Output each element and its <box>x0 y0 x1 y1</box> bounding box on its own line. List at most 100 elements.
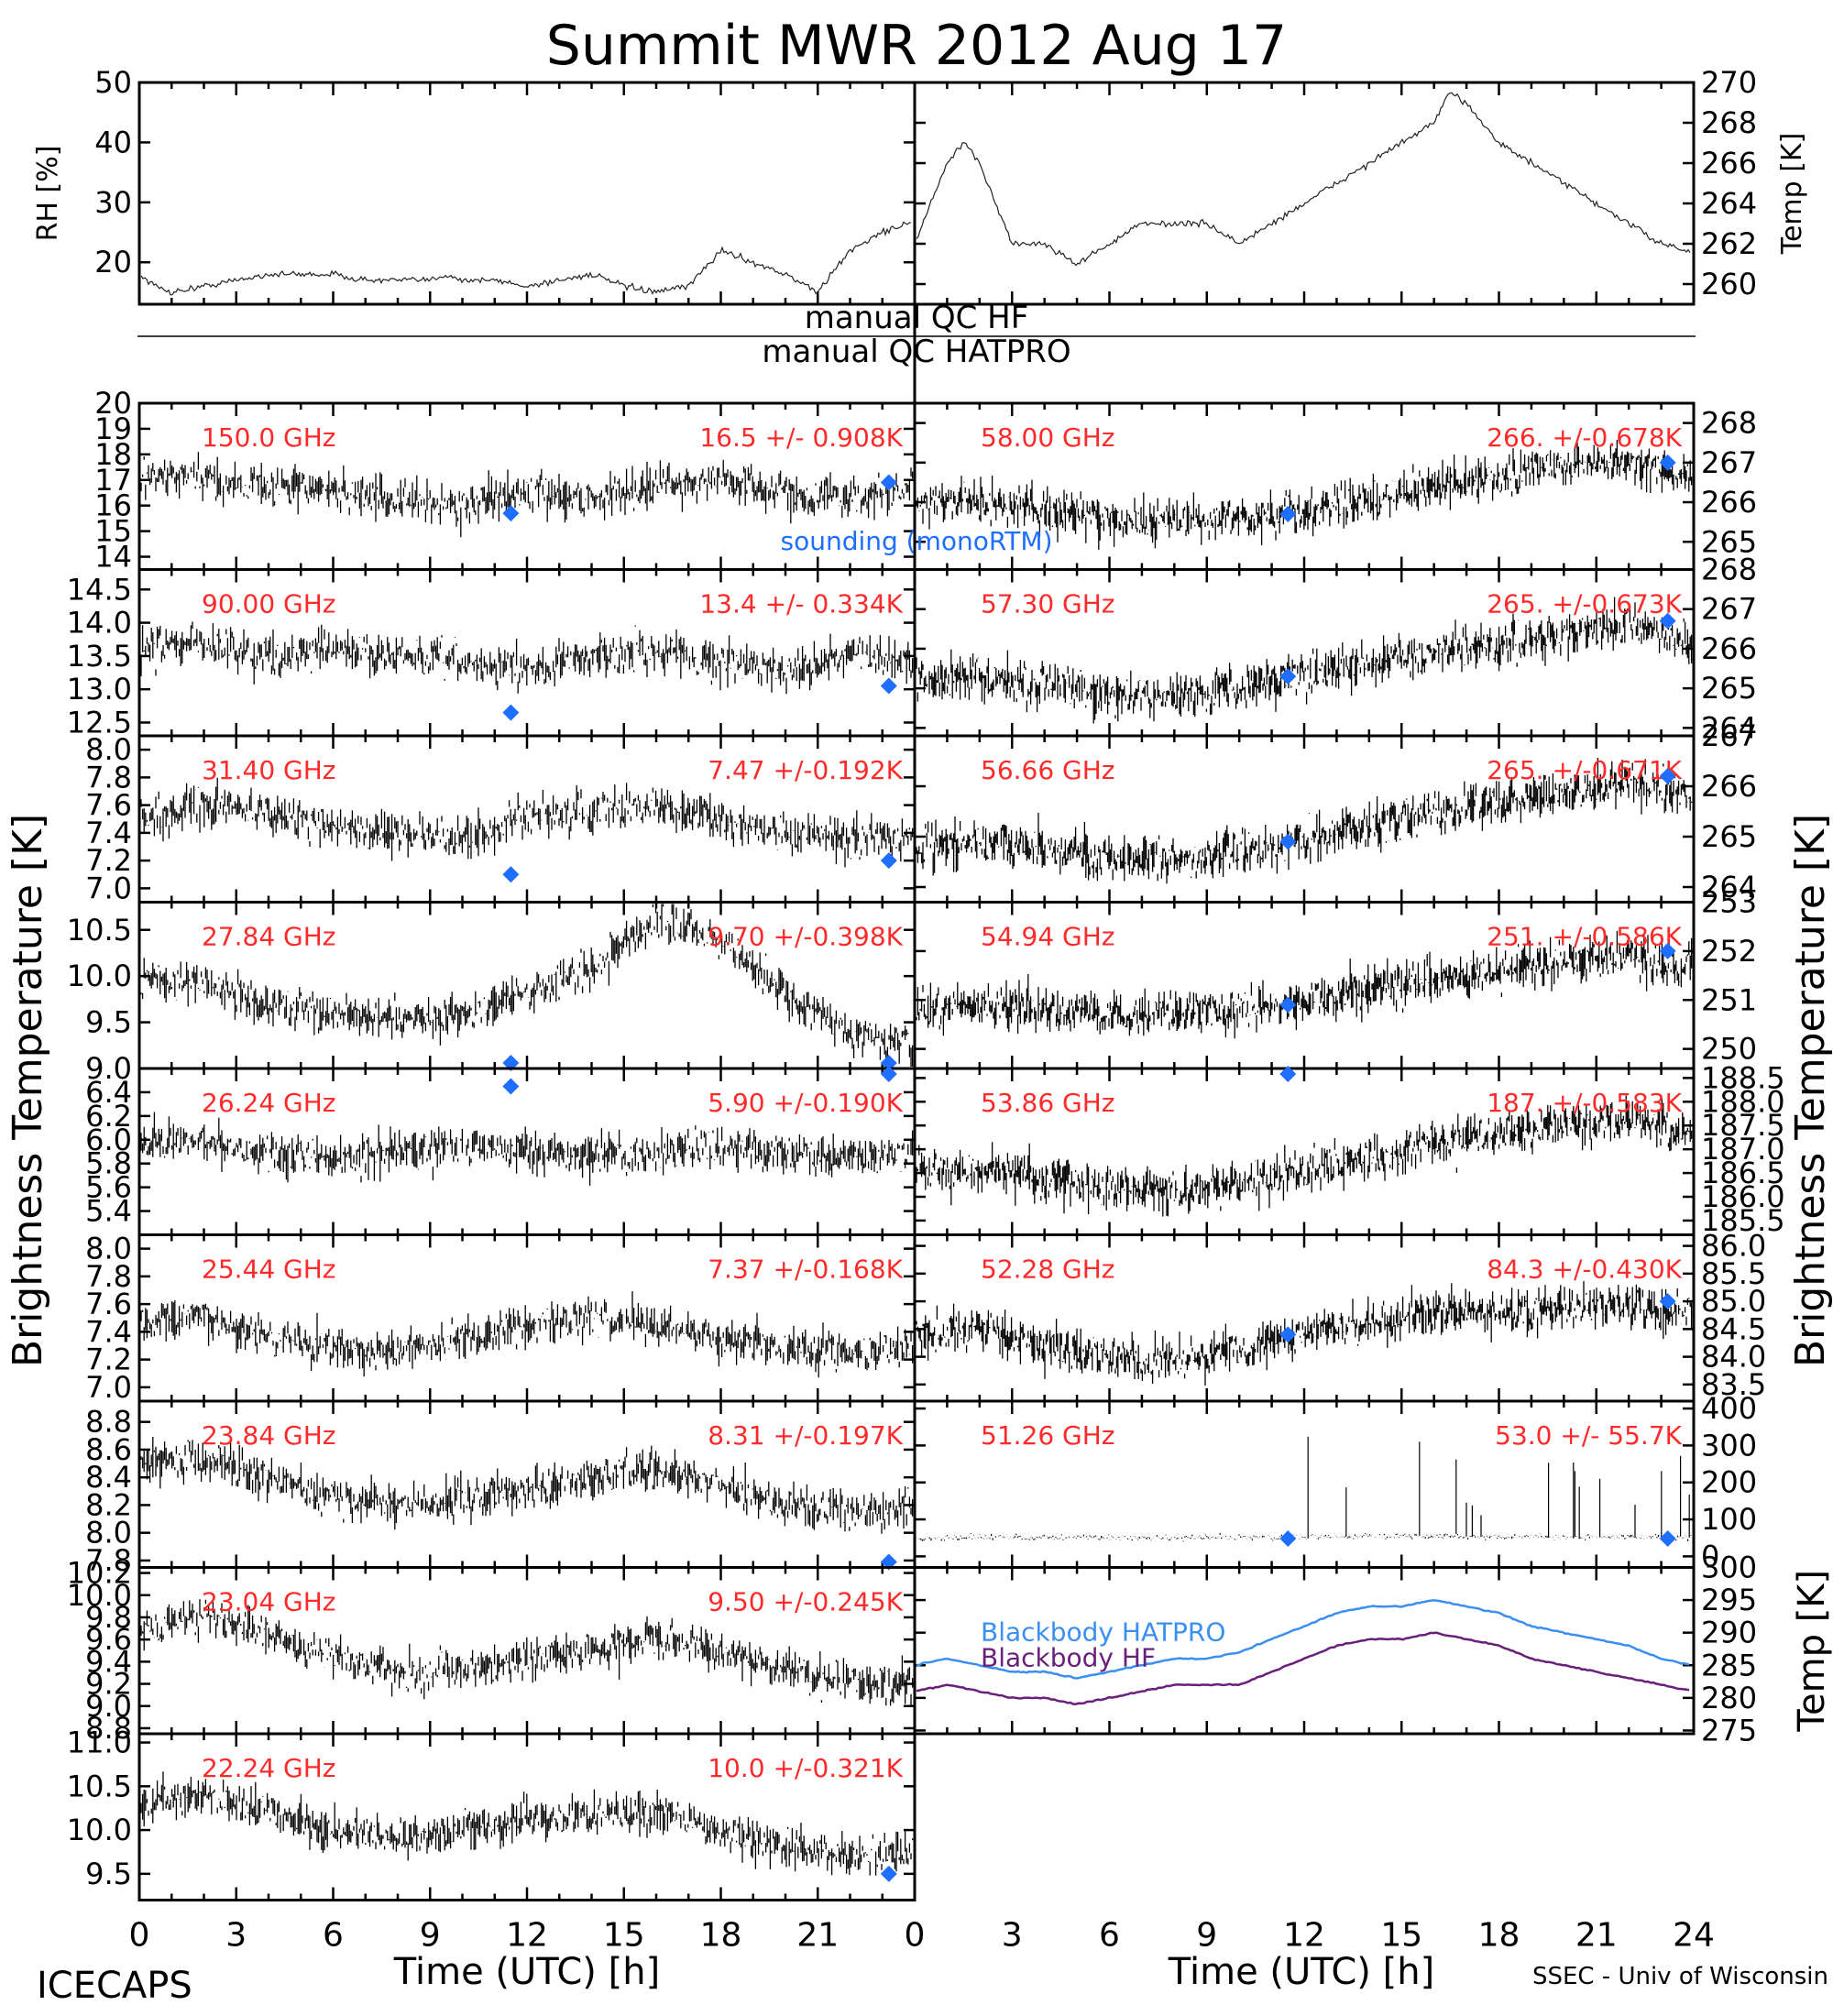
right-panel-3-ytick-label: 265 <box>1701 819 1757 854</box>
left-panel-9-ytick-label: 9.5 <box>85 1857 132 1891</box>
left-panel-8-ytick-label: 10.2 <box>67 1556 132 1591</box>
x-tick-label-left: 0 <box>129 1917 150 1955</box>
left-panel-2-ytick-label: 14.5 <box>67 572 132 607</box>
right-panel-1-trace <box>916 440 1693 550</box>
left-panel-3-ytick-label: 7.2 <box>85 843 132 878</box>
right-panel-1-sounding-marker <box>1279 506 1297 522</box>
left-panel-3-trace <box>140 777 914 868</box>
left-panel-8-ytick-label: 9.6 <box>85 1622 132 1657</box>
left-panel-3-sounding-marker <box>880 852 897 870</box>
right-panel-2-freq-label: 57.30 GHz <box>981 589 1115 619</box>
right-panel-4-ytick-label: 252 <box>1701 934 1757 969</box>
right-panel-7-trace <box>916 1436 1692 1542</box>
blackbody-ylabel: Temp [K] <box>1791 1570 1833 1733</box>
temp-ylabel: Temp [K] <box>1776 133 1808 256</box>
left-panel-7-ytick-label: 8.2 <box>85 1487 132 1522</box>
left-panel-8-ytick-label: 9.2 <box>85 1667 132 1702</box>
left-panel-2-sounding-marker <box>880 677 897 695</box>
right-panel-5-ytick-label: 188.0 <box>1701 1084 1785 1119</box>
right-panel-2-ytick-label: 267 <box>1701 592 1757 627</box>
left-panel-7-ytick-label: 8.4 <box>85 1460 132 1495</box>
right-panel-7-ytick-label: 0 <box>1701 1539 1719 1573</box>
right-panel-5-freq-label: 53.86 GHz <box>981 1088 1115 1118</box>
left-panel-8-freq-label: 23.04 GHz <box>202 1587 336 1617</box>
rh-panel-ytick-label: 20 <box>94 245 132 279</box>
right-panel-6-ytick-label: 85.0 <box>1701 1284 1766 1319</box>
left-panel-7-freq-label: 23.84 GHz <box>202 1420 336 1451</box>
rh-line <box>140 221 912 296</box>
left-panel-3-ytick-label: 7.6 <box>85 788 132 823</box>
right-panel-1-ytick-label: 265 <box>1701 524 1757 559</box>
left-panel-9-sounding-marker <box>880 1865 897 1882</box>
right-panel-7-ytick-label: 100 <box>1701 1502 1757 1537</box>
right-panel-7-ytick-label: 400 <box>1701 1391 1757 1426</box>
right-panel-6-ytick-label: 84.0 <box>1701 1340 1766 1375</box>
left-panel-3-ytick-label: 8.0 <box>85 732 132 767</box>
right-panel-7-sounding-marker <box>1279 1530 1297 1548</box>
right-panel-1-sounding-marker <box>1659 454 1676 471</box>
right-ylabel: Brightness Temperature [K] <box>1787 814 1833 1367</box>
left-panel-6-stats-label: 7.37 +/-0.168K <box>708 1255 903 1285</box>
right-panel-2-ytick-label: 264 <box>1701 710 1757 745</box>
temp-panel-ytick-label: 266 <box>1701 146 1757 181</box>
left-panel-4-ytick-label: 9.5 <box>85 1005 132 1040</box>
right-panel-7-ytick-label: 200 <box>1701 1465 1757 1500</box>
qc-hf-label: manual QC HF <box>805 300 1029 336</box>
left-panel-8-ytick-label: 9.8 <box>85 1600 132 1635</box>
x-tick-label-right: 24 <box>1673 1917 1715 1955</box>
right-panel-8-ytick-label: 285 <box>1701 1648 1757 1682</box>
left-panel-8-ytick-label: 9.0 <box>85 1689 132 1724</box>
right-panel-2-stats-label: 265. +/-0.673K <box>1487 589 1682 619</box>
rh-ylabel: RH [%] <box>32 146 64 242</box>
right-panel-5-trace <box>916 1095 1693 1217</box>
left-panel-3-sounding-marker <box>502 866 520 883</box>
right-panel-5-ytick-label: 186.5 <box>1701 1156 1785 1190</box>
rh-panel-ytick-label: 50 <box>94 65 132 100</box>
left-panel-6-ytick-label: 7.4 <box>85 1314 132 1349</box>
left-panel-8-trace <box>140 1599 914 1707</box>
right-panel-2-ytick-label: 265 <box>1701 671 1757 706</box>
footer-right: SSEC - Univ of Wisconsin <box>1532 1963 1828 1990</box>
left-panel-5-ytick-label: 5.8 <box>85 1146 132 1181</box>
left-panel-4-ytick-label: 9.0 <box>85 1051 132 1086</box>
right-panel-4-ytick-label: 251 <box>1701 982 1757 1017</box>
left-panel-2-ytick-label: 14.0 <box>67 606 132 641</box>
left-panel-1-stats-label: 16.5 +/- 0.908K <box>699 422 903 453</box>
left-panel-6-ytick-label: 7.8 <box>85 1259 132 1294</box>
right-panel-6-stats-label: 84.3 +/-0.430K <box>1487 1255 1682 1285</box>
x-tick-label-right: 12 <box>1283 1917 1325 1955</box>
right-panel-5-ytick-label: 186.0 <box>1701 1179 1785 1214</box>
left-panel-4-freq-label: 27.84 GHz <box>202 922 336 952</box>
rh-panel-frame <box>137 81 916 306</box>
left-panel-5-ytick-label: 6.4 <box>85 1075 132 1110</box>
right-panel-3-freq-label: 56.66 GHz <box>981 755 1115 785</box>
temp-panel-ytick-label: 268 <box>1701 105 1757 140</box>
left-panel-5-trace <box>140 1112 914 1186</box>
x-tick-label-left: 12 <box>506 1917 548 1955</box>
rh-panel-ytick-label: 40 <box>94 125 132 159</box>
legend-blackbody-hatpro: Blackbody HATPRO <box>981 1617 1225 1648</box>
right-panel-6-freq-label: 52.28 GHz <box>981 1255 1115 1285</box>
right-panel-6-ytick-label: 84.5 <box>1701 1311 1766 1346</box>
right-panel-3-sounding-marker <box>1279 833 1297 850</box>
left-panel-1-sounding-marker <box>880 474 897 491</box>
left-panel-2-sounding-marker <box>502 704 520 721</box>
x-tick-label-right: 9 <box>1196 1917 1217 1955</box>
right-panel-1-ytick-label: 268 <box>1701 406 1757 441</box>
right-panel-6-trace <box>916 1281 1693 1386</box>
left-panel-1-ytick-label: 15 <box>94 514 132 549</box>
right-panel-6-ytick-label: 85.5 <box>1701 1256 1766 1291</box>
right-panel-2-ytick-label: 266 <box>1701 631 1757 666</box>
left-panel-6-ytick-label: 7.6 <box>85 1287 132 1321</box>
right-panel-8-ytick-label: 300 <box>1701 1550 1757 1585</box>
left-panel-6-trace <box>140 1291 914 1378</box>
right-panel-8-ytick-label: 295 <box>1701 1583 1757 1617</box>
x-tick-label-left: 3 <box>225 1917 247 1955</box>
left-panel-7-ytick-label: 8.0 <box>85 1516 132 1550</box>
left-panel-8-stats-label: 9.50 +/-0.245K <box>708 1587 903 1617</box>
qc-hatpro-label: manual QC HATPRO <box>762 334 1070 370</box>
right-panel-5-stats-label: 187. +/-0.583K <box>1487 1088 1682 1118</box>
right-panel-6-sounding-marker <box>1279 1326 1297 1343</box>
xlabel-right: Time (UTC) [h] <box>1168 1951 1434 1993</box>
